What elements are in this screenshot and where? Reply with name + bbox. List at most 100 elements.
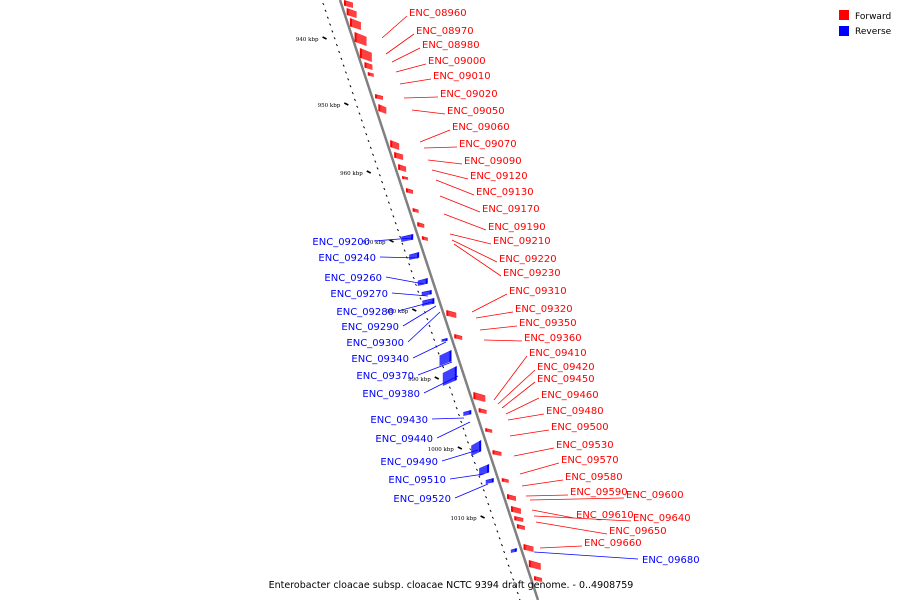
minor-tick: [362, 126, 366, 129]
gene-shade: [508, 549, 515, 554]
minor-tick: [460, 420, 463, 424]
gene-shade: [439, 339, 446, 343]
forward-gene-label: ENC_09460: [541, 390, 599, 401]
reverse-gene: [420, 298, 435, 307]
minor-tick: [367, 139, 370, 143]
reverse-gene-label: ENC_09510: [388, 475, 446, 486]
minor-tick: [482, 489, 485, 492]
tick-label: 990 kbp: [408, 377, 431, 383]
forward-gene-label: ENC_09210: [493, 236, 551, 247]
label-leader-line: [493, 355, 528, 401]
forward-gene: [417, 222, 427, 229]
gene-shade: [400, 165, 409, 173]
forward-gene-label: ENC_08970: [416, 26, 474, 37]
minor-tick: [369, 146, 372, 150]
major-tick: [322, 36, 327, 40]
forward-gene: [523, 544, 536, 553]
minor-tick: [376, 167, 379, 170]
minor-tick: [358, 112, 361, 115]
minor-tick: [457, 413, 460, 417]
gene-body: [446, 310, 457, 318]
gene-shade: [420, 299, 433, 307]
genome-caption: Enterobacter cloacae subsp. cloacae NCTC…: [269, 580, 634, 591]
reverse-gene: [437, 350, 452, 367]
forward-gene: [344, 0, 355, 9]
minor-tick: [462, 427, 465, 430]
reverse-gene-label: ENC_09200: [312, 237, 370, 248]
reverse-gene-label: ENC_09430: [370, 415, 428, 426]
forward-gene-label: ENC_09420: [537, 362, 595, 373]
gene-shade: [477, 465, 488, 477]
minor-tick: [326, 16, 329, 19]
forward-gene: [375, 94, 386, 101]
legend-forward-swatch: [839, 10, 849, 20]
forward-gene: [394, 152, 406, 161]
forward-gene: [378, 104, 389, 115]
forward-gene-label: ENC_09070: [459, 139, 517, 150]
reverse-gene-label: ENC_09370: [356, 371, 414, 382]
label-leader-line: [373, 237, 413, 242]
gene-shade: [380, 105, 389, 115]
forward-gene-label: ENC_09480: [546, 406, 604, 417]
tick-label: 980 kbp: [386, 309, 409, 315]
forward-gene-label: ENC_09570: [561, 455, 619, 466]
label-leader-line: [431, 417, 465, 420]
label-leader-line: [533, 551, 639, 560]
gene-shade: [530, 561, 543, 571]
gene-body: [463, 410, 472, 416]
forward-gene-label: ENC_09660: [584, 538, 642, 549]
gene-shade: [480, 409, 489, 415]
forward-gene-label: ENC_09230: [503, 268, 561, 279]
forward-gene: [421, 236, 430, 242]
label-leader-line: [479, 325, 518, 331]
gene-shade: [448, 311, 459, 319]
label-leader-line: [436, 421, 471, 439]
minor-tick: [335, 43, 338, 47]
label-leader-line: [395, 63, 427, 73]
reverse-gene: [477, 464, 490, 477]
forward-gene: [359, 48, 374, 63]
gene-shade: [525, 545, 536, 553]
gene-body: [394, 152, 404, 160]
reverse-gene-label: ENC_09280: [336, 307, 394, 318]
gene-shade: [419, 223, 427, 229]
forward-gene-label: ENC_09500: [551, 422, 609, 433]
minor-tick: [514, 585, 517, 588]
minor-tick: [360, 119, 363, 122]
label-leader-line: [385, 276, 425, 285]
label-leader-line: [539, 545, 583, 549]
label-leader-line: [533, 515, 632, 522]
label-leader-line: [391, 292, 429, 297]
forward-gene-label: ENC_09640: [633, 513, 691, 524]
minor-tick: [448, 386, 451, 389]
gene-body: [479, 464, 490, 476]
minor-tick: [353, 98, 356, 102]
forward-gene: [501, 478, 511, 484]
gene-shade: [348, 9, 359, 19]
major-tick: [411, 308, 417, 312]
forward-gene: [406, 188, 416, 195]
minor-tick: [349, 85, 352, 88]
label-leader-line: [385, 33, 415, 55]
forward-gene-label: ENC_09450: [537, 374, 595, 385]
gene-body: [514, 516, 524, 522]
gene-body: [375, 94, 384, 100]
forward-gene-label: ENC_09000: [428, 56, 486, 67]
gene-shade: [518, 525, 527, 531]
minor-tick: [419, 297, 422, 300]
forward-gene-label: ENC_09530: [556, 440, 614, 451]
label-leader-line: [381, 15, 408, 39]
gene-shade: [487, 429, 495, 434]
forward-gene: [528, 560, 543, 571]
minor-tick: [329, 23, 332, 26]
gene-shade: [404, 177, 411, 181]
gene-body: [359, 48, 372, 62]
gene-shade: [399, 235, 412, 243]
tick-label: 960 kbp: [340, 171, 363, 177]
forward-gene: [485, 428, 495, 434]
label-leader-line: [403, 96, 439, 99]
gene-body: [421, 290, 432, 296]
minor-tick: [503, 550, 506, 554]
forward-gene: [446, 310, 459, 319]
